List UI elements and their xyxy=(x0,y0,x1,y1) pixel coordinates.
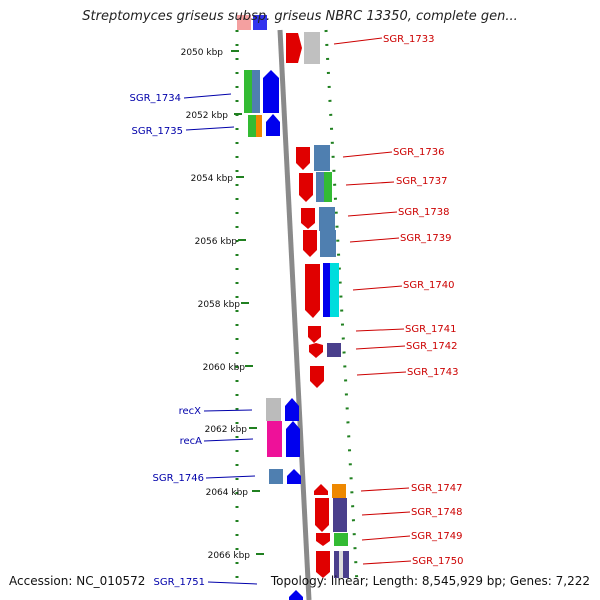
tick-label: 2064 kbp xyxy=(206,488,249,498)
gene-label: SGR_1736 xyxy=(393,147,445,158)
gene-label: SGR_1734 xyxy=(130,93,182,104)
tick-label: 2054 kbp xyxy=(191,174,234,184)
genome-title: Streptomyces griseus subsp. griseus NBRC… xyxy=(82,9,518,24)
tick-label: 2066 kbp xyxy=(208,551,251,561)
gene-label: SGR_1743 xyxy=(407,367,459,378)
gene-label: SGR_1748 xyxy=(411,507,463,518)
gene-sgr-1742[interactable]: SGR_1742 xyxy=(309,341,458,358)
gene-sgr-1746[interactable]: SGR_1746 xyxy=(153,469,302,484)
gene-label: SGR_1737 xyxy=(396,176,448,187)
gene-label: SGR_1746 xyxy=(153,473,205,484)
gene-label: SGR_1740 xyxy=(403,280,455,291)
gene-label: SGR_1751 xyxy=(154,577,206,588)
tick-2058: 2058 kbp xyxy=(198,300,249,310)
gene-label: SGR_1733 xyxy=(383,34,435,45)
gene-label: SGR_1735 xyxy=(132,126,184,137)
gene-label: recX xyxy=(179,406,202,417)
gene-sgr-1747[interactable]: SGR_1747 xyxy=(314,483,463,498)
tick-2054: 2054 kbp xyxy=(191,174,244,184)
tick-label: 2058 kbp xyxy=(198,300,241,310)
genome-summary: Topology: linear; Length: 8,545,929 bp; … xyxy=(270,574,590,588)
gene-sgr-1735[interactable]: SGR_1735 xyxy=(132,114,281,137)
tick-2066: 2066 kbp xyxy=(208,551,264,561)
gene-label: SGR_1742 xyxy=(406,341,458,352)
gene-sgr-1751[interactable]: SGR_1751 xyxy=(154,577,304,600)
gene-sgr-1734[interactable]: SGR_1734 xyxy=(130,70,280,113)
gene-label: SGR_1738 xyxy=(398,207,450,218)
gene-reca[interactable]: recA xyxy=(180,421,300,457)
tick-2060: 2060 kbp xyxy=(203,363,253,373)
tick-label: 2062 kbp xyxy=(205,425,248,435)
gene-sgr-1737[interactable]: SGR_1737 xyxy=(299,172,448,202)
gene-sgr-1738[interactable]: SGR_1738 xyxy=(301,207,450,231)
gene-sgr-1749[interactable]: SGR_1749 xyxy=(316,531,463,546)
gene-sgr-1736[interactable]: SGR_1736 xyxy=(296,145,445,171)
gene-label: recA xyxy=(180,436,203,447)
gene-sgr-1733[interactable]: SGR_1733 xyxy=(286,32,435,64)
tick-2056: 2056 kbp xyxy=(195,237,246,247)
gene-top-partial[interactable] xyxy=(237,15,267,30)
gene-label: SGR_1747 xyxy=(411,483,463,494)
gene-label: SGR_1739 xyxy=(400,233,452,244)
gene-sgr-1743[interactable]: SGR_1743 xyxy=(310,366,459,388)
tick-2062: 2062 kbp xyxy=(205,425,257,435)
accession-label: Accession: NC_010572 xyxy=(9,574,146,588)
tick-2064: 2064 kbp xyxy=(206,488,260,498)
tick-2050: 2050 kbp xyxy=(181,48,239,58)
tick-label: 2056 kbp xyxy=(195,237,238,247)
gene-label: SGR_1750 xyxy=(412,556,464,567)
gene-sgr-1740[interactable]: SGR_1740 xyxy=(305,263,455,318)
scale-ruler xyxy=(235,29,359,585)
gene-sgr-1750[interactable]: SGR_1750 xyxy=(316,551,464,578)
gene-sgr-1748[interactable]: SGR_1748 xyxy=(315,498,463,532)
tick-label: 2060 kbp xyxy=(203,363,246,373)
tick-label: 2050 kbp xyxy=(181,48,224,58)
kbp-ticks: 2050 kbp 2052 kbp 2054 kbp 2056 kbp 2058… xyxy=(181,48,264,561)
gene-recx[interactable]: recX xyxy=(179,398,299,421)
gene-sgr-1741[interactable]: SGR_1741 xyxy=(308,324,457,343)
chromosome-backbone xyxy=(277,29,312,600)
gene-sgr-1739[interactable]: SGR_1739 xyxy=(303,230,452,257)
tick-2052: 2052 kbp xyxy=(186,111,242,121)
right-ruler-dots xyxy=(324,29,359,585)
gene-label: SGR_1749 xyxy=(411,531,463,542)
gene-label: SGR_1741 xyxy=(405,324,457,335)
tick-label: 2052 kbp xyxy=(186,111,229,121)
